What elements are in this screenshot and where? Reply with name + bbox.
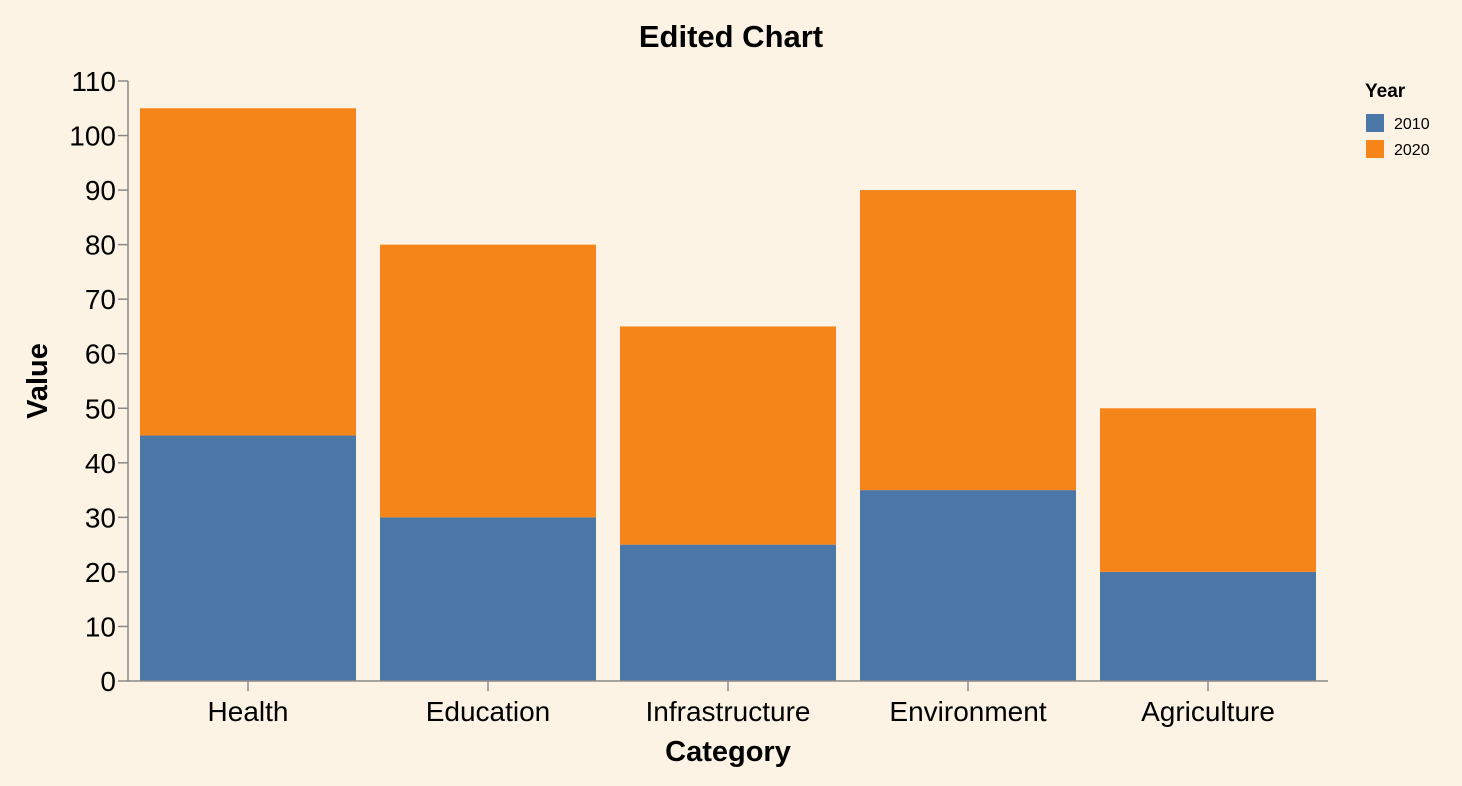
bar-health-2010 bbox=[140, 435, 356, 681]
y-tick-label: 80 bbox=[85, 230, 116, 261]
y-tick-label: 70 bbox=[85, 284, 116, 315]
bar-education-2020 bbox=[380, 244, 596, 518]
y-tick-label: 110 bbox=[71, 66, 116, 97]
x-axis-title: Category bbox=[665, 736, 791, 768]
bar-environment-2010 bbox=[860, 490, 1076, 681]
y-tick-label: 90 bbox=[85, 175, 116, 206]
y-axis: 0 10 20 30 40 50 60 70 80 90 100 110 bbox=[69, 66, 129, 697]
legend-swatch-2020 bbox=[1366, 140, 1384, 158]
bar-environment-2020 bbox=[860, 190, 1076, 491]
chart-title: Edited Chart bbox=[639, 19, 823, 54]
x-tick-label: Education bbox=[426, 696, 551, 727]
bars bbox=[140, 108, 1316, 681]
bar-infrastructure-2020 bbox=[620, 326, 836, 545]
y-tick-label: 60 bbox=[85, 339, 116, 370]
bar-agriculture-2010 bbox=[1100, 571, 1316, 681]
x-axis: Health Education Infrastructure Environment… bbox=[128, 680, 1328, 727]
y-tick-label: 0 bbox=[100, 666, 116, 697]
legend: Year 2010 2020 bbox=[1365, 81, 1430, 159]
x-tick-label: Agriculture bbox=[1141, 696, 1275, 727]
legend-label-2010: 2010 bbox=[1394, 116, 1430, 133]
bar-infrastructure-2010 bbox=[620, 544, 836, 681]
x-tick-label: Environment bbox=[889, 696, 1046, 727]
legend-title: Year bbox=[1365, 81, 1406, 102]
y-tick-label: 20 bbox=[85, 557, 116, 588]
y-tick-label: 50 bbox=[85, 393, 116, 424]
y-tick-label: 100 bbox=[69, 121, 116, 152]
y-axis-title: Value bbox=[22, 343, 54, 419]
x-tick-label: Infrastructure bbox=[646, 696, 811, 727]
legend-label-2020: 2020 bbox=[1394, 142, 1430, 159]
x-tick-label: Health bbox=[208, 696, 289, 727]
y-tick-label: 40 bbox=[85, 448, 116, 479]
bar-health-2020 bbox=[140, 108, 356, 436]
bar-education-2010 bbox=[380, 517, 596, 681]
plot-area: 0 10 20 30 40 50 60 70 80 90 100 110 Health Educatio… bbox=[69, 66, 1328, 727]
y-tick-label: 30 bbox=[85, 502, 116, 533]
bar-agriculture-2020 bbox=[1100, 408, 1316, 572]
legend-items: 2010 2020 bbox=[1366, 114, 1430, 159]
legend-swatch-2010 bbox=[1366, 114, 1384, 132]
y-tick-label: 10 bbox=[85, 611, 116, 642]
